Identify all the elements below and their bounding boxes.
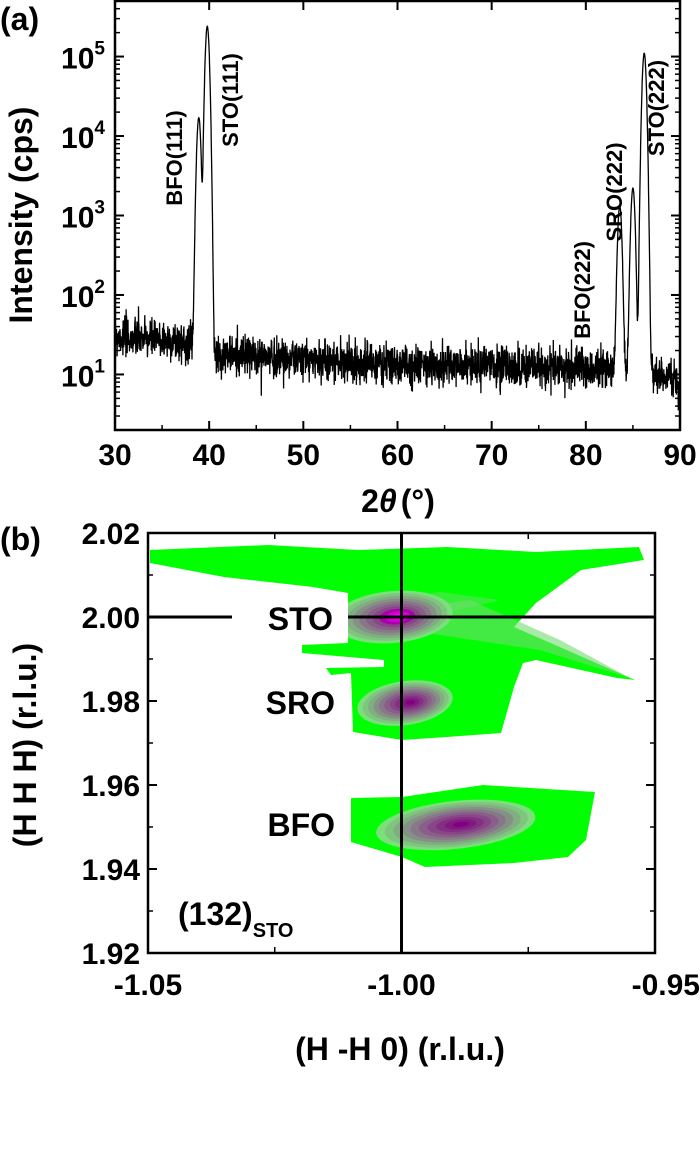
x-tick-label-a: 40 <box>192 439 225 472</box>
peak-label: STO(111) <box>218 53 243 147</box>
panel-a: (a) 30 40 50 60 70 80 90 101 102 103 104 105 BFO(11… <box>0 0 697 519</box>
y-tick-label-b: 1.92 <box>82 938 140 971</box>
y-tick-label-a: 102 <box>61 277 105 314</box>
layer-label: BFO <box>267 807 335 843</box>
peak-label: BFO(111) <box>162 110 187 205</box>
x-axis-title-b: (H -H 0) (r.l.u.) <box>295 1031 505 1067</box>
x-tick-label-a: 70 <box>475 439 508 472</box>
contour-level <box>405 700 416 705</box>
layer-label: SRO <box>266 685 335 721</box>
xrd-intensity-line <box>114 25 681 411</box>
y-tick-label-b: 1.94 <box>82 854 141 887</box>
y-tick-label-a: 104 <box>61 118 105 155</box>
panel-b-frame <box>146 531 657 955</box>
x-tick-label-b: -1.00 <box>367 969 435 1002</box>
layer-labels: STO SRO BFO <box>266 601 335 843</box>
x-tick-label-b: -0.95 <box>632 969 700 1002</box>
x-tick-label-a: 80 <box>569 439 602 472</box>
peak-labels: BFO(111) STO(111) BFO(222) SRO(222) STO(222) <box>162 53 669 339</box>
y-tick-label-b: 1.98 <box>82 686 140 719</box>
x-tick-label-a: 50 <box>287 439 320 472</box>
peak-label: STO(222) <box>644 60 669 156</box>
y-tick-label-b: 2.02 <box>82 518 140 551</box>
y-axis-title-b: (H H H) (r.l.u.) <box>7 643 43 847</box>
x-axis-title-a: 2θ (°) <box>361 483 435 519</box>
reference-lines <box>148 533 655 953</box>
contour-level <box>453 821 470 827</box>
layer-label: STO <box>268 601 333 637</box>
reflection-annotation: (132)STO <box>178 896 293 942</box>
panel-a-frame <box>113 0 682 432</box>
x-tick-label-a: 90 <box>663 439 696 472</box>
panel-b-label: (b) <box>0 521 41 557</box>
y-axis-title-a: Intensity (cps) <box>3 107 39 324</box>
panel-b: (b) 1.92 1.94 1.96 1.98 2.00 2.02 -1.05 -1.00 -0… <box>0 518 700 1067</box>
peak-label: BFO(222) <box>570 241 595 339</box>
y-tick-label-b: 2.00 <box>82 602 140 635</box>
xrd-curve-group <box>114 25 681 411</box>
y-tick-label-b: 1.96 <box>82 770 140 803</box>
x-tick-label-a: 30 <box>98 439 131 472</box>
peak-label: SRO(222) <box>602 142 627 241</box>
y-tick-label-a: 101 <box>61 356 105 393</box>
x-tick-label-b: -1.05 <box>114 969 182 1002</box>
x-tick-label-a: 60 <box>381 439 414 472</box>
y-tick-label-a: 103 <box>61 198 105 235</box>
y-tick-label-a: 105 <box>61 39 105 76</box>
panel-a-label: (a) <box>0 1 39 37</box>
